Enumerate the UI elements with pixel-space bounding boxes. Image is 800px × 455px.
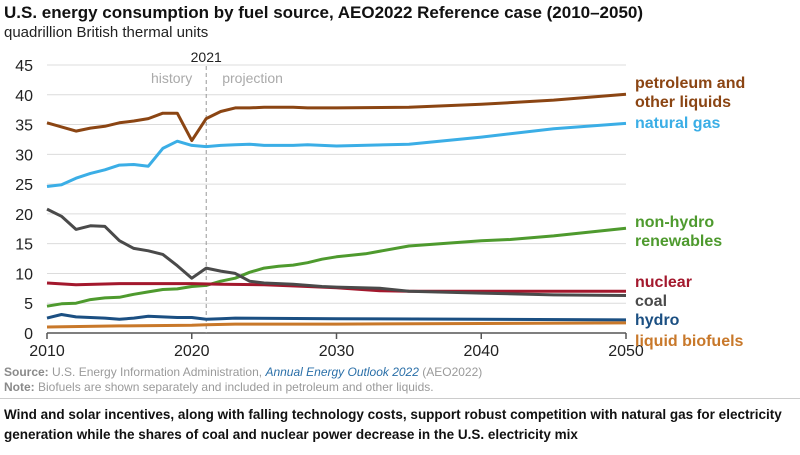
projection-label: projection — [222, 70, 283, 86]
y-tick-label: 20 — [15, 207, 33, 224]
x-tick-label: 2020 — [174, 343, 210, 360]
series-label: renewables — [635, 233, 722, 250]
series-line-hydro — [46, 313, 627, 322]
series-line-coal — [46, 207, 627, 297]
line-chart: 0 5 10 15 20 25 30 35 40 45 2010 2020 2030 2040 2050 20… — [15, 49, 745, 360]
x-tick-label: 2050 — [608, 343, 644, 360]
divider — [0, 398, 800, 399]
y-tick-label: 15 — [15, 237, 33, 254]
note-label: Note: — [4, 380, 35, 394]
series-label: other liquids — [635, 94, 731, 111]
note: Note: Biofuels are shown separately and … — [4, 380, 434, 394]
source-label: Source: — [4, 365, 49, 379]
series-label: natural gas — [635, 115, 720, 132]
divider-year-label: 2021 — [191, 49, 222, 65]
y-tick-label: 0 — [24, 326, 33, 343]
caption: Wind and solar incentives, along with fa… — [4, 407, 782, 442]
y-tick-label: 45 — [15, 58, 33, 75]
y-tick-label: 25 — [15, 177, 33, 194]
series-line-non-hydro-renewables — [46, 226, 627, 308]
y-tick-label: 5 — [24, 296, 33, 313]
x-tick-label: 2010 — [29, 343, 65, 360]
source-note: Source: U.S. Energy Information Administ… — [4, 365, 482, 379]
series-label: nuclear — [635, 274, 692, 291]
series-line-petroleum-and-other-liquids — [46, 92, 627, 143]
chart-subtitle: quadrillion British thermal units — [4, 24, 209, 41]
y-tick-label: 40 — [15, 88, 33, 105]
history-label: history — [151, 70, 192, 86]
chart-title: U.S. energy consumption by fuel source, … — [4, 3, 644, 22]
series-label: hydro — [635, 312, 680, 329]
source-suffix: (AEO2022) — [418, 365, 483, 379]
series-label: liquid biofuels — [635, 333, 744, 350]
note-text: Biofuels are shown separately and includ… — [34, 380, 434, 394]
y-tick-label: 30 — [15, 147, 33, 164]
source-text: U.S. Energy Information Administration, — [48, 365, 266, 379]
x-tick-label: 2030 — [319, 343, 355, 360]
series-line-natural-gas — [46, 121, 627, 188]
series-label: coal — [635, 293, 667, 310]
source-link[interactable]: Annual Energy Outlook 2022 — [265, 365, 419, 379]
y-tick-label: 35 — [15, 118, 33, 135]
series-label: petroleum and — [635, 75, 745, 92]
series-line-liquid-biofuels — [46, 321, 627, 329]
x-tick-label: 2040 — [463, 343, 499, 360]
y-tick-label: 10 — [15, 266, 33, 283]
series-label: non-hydro — [635, 214, 714, 231]
